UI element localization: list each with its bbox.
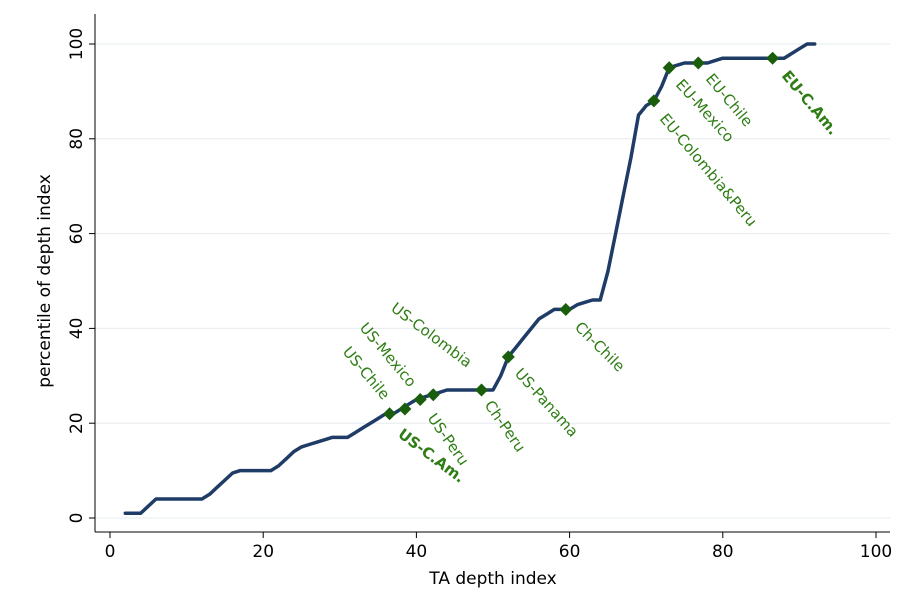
y-tick-label: 100 [67, 28, 87, 60]
label-layer: US-C.Am.US-ChileUS-MexicoUS-PeruUS-Colom… [339, 67, 842, 487]
marker-point [691, 56, 705, 70]
y-tick-label: 60 [67, 223, 87, 245]
point-label: Ch-Chile [571, 318, 628, 375]
marker-point [501, 350, 515, 364]
y-tick-label: 20 [67, 412, 87, 434]
marker-point [413, 393, 427, 406]
marker-point [647, 94, 661, 108]
x-tick-label: 80 [712, 542, 734, 562]
marker-point [398, 402, 412, 416]
y-tick-label: 80 [67, 128, 87, 150]
depth-curve [123, 42, 817, 516]
x-tick-label: 20 [252, 542, 274, 562]
x-axis-title: TA depth index [428, 569, 557, 589]
marker-point [383, 407, 397, 421]
x-tick-label: 0 [105, 542, 116, 562]
x-tick-label: 60 [559, 542, 581, 562]
marker-layer [383, 51, 780, 421]
marker-point [766, 51, 780, 65]
point-label: US-Panama [511, 365, 582, 441]
y-axis-title: percentile of depth index [35, 174, 55, 388]
marker-point [475, 383, 489, 397]
marker-point [426, 388, 440, 402]
axes: 0 20 40 60 80 100 0 20 40 60 80 100 [67, 14, 892, 562]
marker-point [662, 61, 676, 75]
x-tick-label: 40 [406, 542, 428, 562]
y-tick-label: 0 [67, 513, 87, 524]
gridlines [95, 43, 890, 519]
curve-layer [123, 42, 817, 516]
point-label: EU-C.Am. [778, 67, 842, 139]
point-label: Ch-Peru [481, 397, 529, 456]
x-tick-label: 100 [860, 542, 892, 562]
marker-point [559, 302, 573, 316]
y-tick-label: 40 [67, 318, 87, 340]
